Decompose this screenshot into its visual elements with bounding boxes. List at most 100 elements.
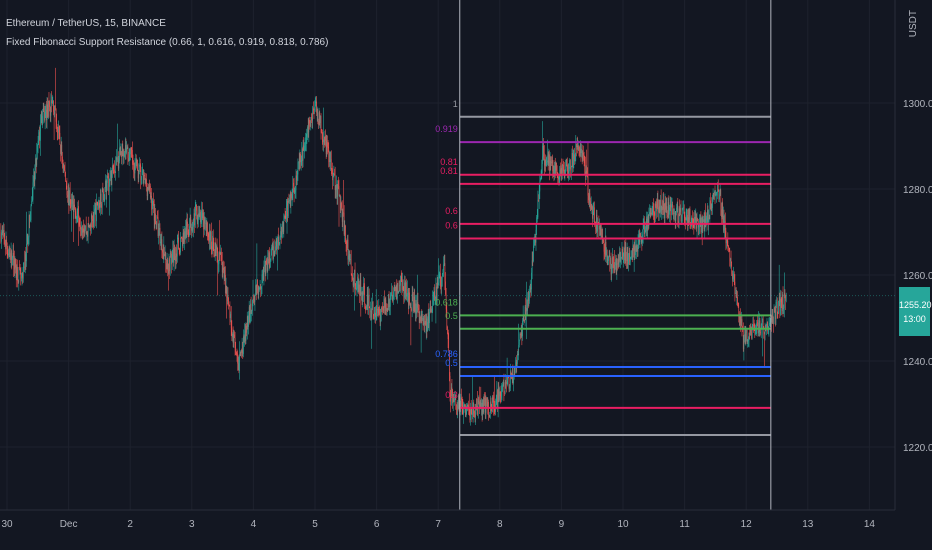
candle-body [301, 148, 303, 161]
candle-body [481, 402, 482, 408]
candle-body [191, 226, 193, 231]
fib-level-label: 0.5 [445, 358, 458, 368]
candle-body [715, 192, 717, 195]
candle-body [775, 302, 777, 320]
candle-body [106, 182, 108, 193]
candle-body [285, 218, 287, 220]
candle-body [232, 333, 233, 338]
candle-body [194, 206, 196, 226]
candle-body [730, 258, 732, 263]
candle-body [212, 235, 213, 250]
candle-body [748, 339, 749, 342]
candle-body [762, 318, 764, 327]
candle-body [128, 158, 129, 162]
candle-body [626, 260, 627, 262]
candle-body [579, 150, 580, 156]
candle-body [384, 299, 386, 308]
candle-body [345, 242, 347, 244]
candle-body [173, 248, 175, 263]
candle-body [621, 257, 622, 258]
candle-body [219, 252, 220, 254]
candle-body [558, 176, 560, 180]
candle-body [244, 330, 245, 343]
candle-body [506, 380, 508, 384]
candle-body [110, 170, 111, 178]
last-price-value: 1255.20 [899, 299, 932, 310]
candle-body [221, 254, 222, 262]
candle-body [45, 109, 47, 112]
candle-body [10, 250, 12, 260]
candle-body [720, 189, 722, 210]
candle-body [65, 181, 67, 186]
candle-body [723, 215, 724, 224]
candle-body [467, 405, 468, 408]
candle-body [653, 203, 654, 213]
candle-body [117, 159, 119, 169]
candle-body [280, 231, 282, 235]
candle-body [316, 112, 318, 114]
candle-body [245, 325, 247, 341]
candle-body [610, 257, 612, 275]
time-axis[interactable]: 30 Dec 2 3 4 5 6 7 8 9 10 11 12 13 14 [1, 519, 875, 530]
candle-body [171, 255, 173, 265]
candle-body [680, 207, 681, 212]
candle-body [349, 253, 351, 261]
candle-body [457, 408, 459, 411]
candle-body [704, 211, 706, 229]
candle-body [641, 236, 643, 243]
candle-body [270, 255, 272, 261]
candle-body [420, 316, 421, 322]
candle-body [188, 232, 190, 236]
price-tick-label: 1260.00 [903, 271, 932, 282]
candle-body [341, 202, 342, 208]
candle-body [420, 314, 422, 322]
candle-body [475, 406, 476, 418]
candle-body [637, 243, 639, 252]
candle-body [164, 252, 166, 257]
candle-body [658, 206, 660, 213]
candle-body [230, 314, 231, 318]
candle-body [563, 165, 564, 172]
candle-body [445, 281, 446, 295]
candle-body [377, 308, 378, 310]
candle-body [747, 341, 749, 343]
candle-body [397, 282, 398, 299]
candle-body [90, 224, 91, 229]
candle-body [656, 207, 657, 212]
candle-body [229, 305, 231, 318]
candle-body [605, 241, 607, 256]
candle-body [313, 107, 314, 110]
candle-body [417, 302, 419, 308]
candle-body [650, 212, 652, 215]
candle-body [72, 201, 74, 204]
candle-body [293, 185, 295, 193]
candle-body [187, 221, 188, 227]
currency-label[interactable]: USDT [908, 10, 919, 38]
candle-body [584, 163, 586, 173]
candle-body [731, 262, 732, 274]
candle-body [101, 188, 103, 208]
price-axis[interactable]: 1300.00 1280.00 1260.00 1240.00 1220.00 [903, 99, 932, 454]
candle-body [556, 170, 558, 173]
candle-body [453, 399, 455, 402]
candle-body [61, 145, 63, 157]
symbol-title[interactable]: Ethereum / TetherUS, 15, BINANCE [6, 18, 166, 29]
candle-body [738, 305, 740, 317]
candle-body [142, 169, 144, 184]
candle-body [14, 257, 15, 270]
candle-body [320, 115, 321, 124]
candle-body [65, 172, 66, 182]
candle-body [246, 316, 248, 333]
candle-body [784, 292, 786, 296]
candle-body [59, 133, 61, 145]
candle-body [751, 332, 752, 339]
candle-body [91, 215, 92, 229]
candle-body [676, 207, 677, 212]
candle-body [539, 179, 541, 192]
candle-body [619, 252, 621, 262]
candle-body [352, 280, 354, 286]
indicator-title[interactable]: Fixed Fibonacci Support Resistance (0.66… [6, 37, 329, 48]
candle-body [496, 389, 498, 404]
candle-body [370, 310, 371, 312]
